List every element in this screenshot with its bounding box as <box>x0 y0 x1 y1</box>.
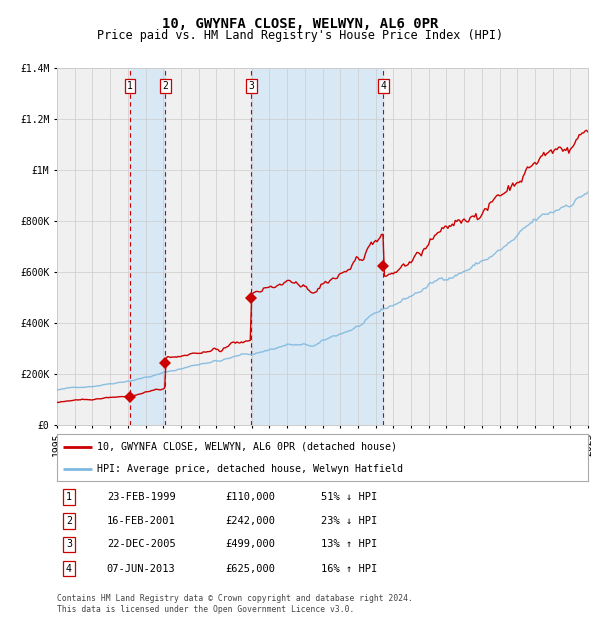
Text: 4: 4 <box>66 564 72 574</box>
Text: 10, GWYNFA CLOSE, WELWYN, AL6 0PR (detached house): 10, GWYNFA CLOSE, WELWYN, AL6 0PR (detac… <box>97 441 397 451</box>
Bar <box>130 68 166 425</box>
Text: 3: 3 <box>248 81 254 91</box>
Text: 1: 1 <box>127 81 133 91</box>
Text: 16% ↑ HPI: 16% ↑ HPI <box>321 564 377 574</box>
Bar <box>251 68 383 425</box>
Text: £625,000: £625,000 <box>225 564 275 574</box>
Text: 10, GWYNFA CLOSE, WELWYN, AL6 0PR: 10, GWYNFA CLOSE, WELWYN, AL6 0PR <box>162 17 438 32</box>
Text: Price paid vs. HM Land Registry's House Price Index (HPI): Price paid vs. HM Land Registry's House … <box>97 29 503 42</box>
Text: 2: 2 <box>66 516 72 526</box>
Text: 4: 4 <box>380 81 386 91</box>
Text: £499,000: £499,000 <box>225 539 275 549</box>
Text: 07-JUN-2013: 07-JUN-2013 <box>107 564 176 574</box>
Text: 1: 1 <box>66 492 72 502</box>
Text: 2: 2 <box>163 81 168 91</box>
Text: £242,000: £242,000 <box>225 516 275 526</box>
Text: 22-DEC-2005: 22-DEC-2005 <box>107 539 176 549</box>
Text: 13% ↑ HPI: 13% ↑ HPI <box>321 539 377 549</box>
Text: 51% ↓ HPI: 51% ↓ HPI <box>321 492 377 502</box>
Text: 23% ↓ HPI: 23% ↓ HPI <box>321 516 377 526</box>
Text: HPI: Average price, detached house, Welwyn Hatfield: HPI: Average price, detached house, Welw… <box>97 464 403 474</box>
Text: 3: 3 <box>66 539 72 549</box>
Text: 23-FEB-1999: 23-FEB-1999 <box>107 492 176 502</box>
Text: This data is licensed under the Open Government Licence v3.0.: This data is licensed under the Open Gov… <box>57 604 355 614</box>
Text: 16-FEB-2001: 16-FEB-2001 <box>107 516 176 526</box>
Text: £110,000: £110,000 <box>225 492 275 502</box>
Text: Contains HM Land Registry data © Crown copyright and database right 2024.: Contains HM Land Registry data © Crown c… <box>57 593 413 603</box>
